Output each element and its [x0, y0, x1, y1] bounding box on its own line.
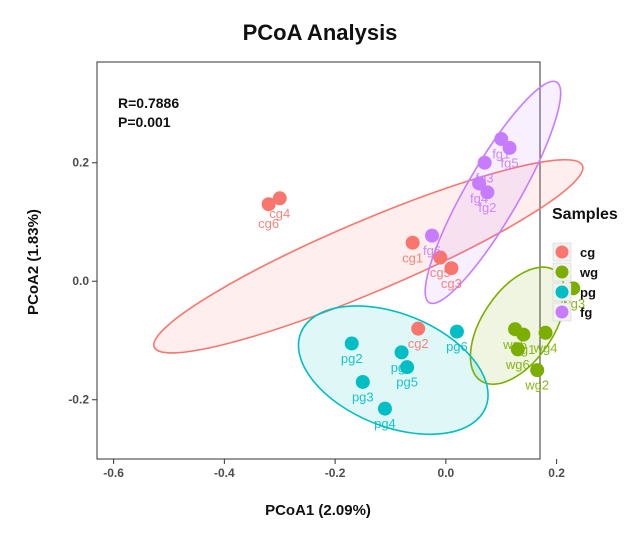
label-cg6: cg6	[258, 216, 279, 231]
label-pg3: pg3	[352, 390, 374, 405]
legend-title: Samples	[552, 206, 618, 223]
point-pg5	[400, 360, 415, 375]
point-cg4	[272, 191, 287, 206]
point-wg6	[510, 342, 525, 357]
label-cg4: cg4	[269, 206, 290, 221]
plot-panel-border	[96, 61, 541, 460]
label-fg3: fg3	[476, 170, 494, 185]
legend: Samples cg wg pg fg	[552, 206, 618, 322]
label-fg1: fg1	[492, 147, 510, 162]
point-cg3	[444, 261, 459, 276]
x-tick-label: -0.6	[103, 466, 124, 480]
y-axis-label: PCoA2 (1.83%)	[25, 209, 42, 315]
point-fg1	[494, 132, 509, 147]
label-cg1: cg1	[402, 250, 423, 265]
legend-marker-cg	[555, 245, 569, 259]
point-pg3	[355, 374, 370, 389]
label-fg5: fg5	[501, 155, 519, 170]
x-tick-label: 0.0	[438, 466, 455, 480]
legend-label-cg: cg	[580, 245, 595, 260]
legend-label-pg: pg	[580, 285, 596, 300]
point-pg6	[449, 324, 464, 339]
label-pg5: pg5	[396, 375, 418, 390]
y-tick-label: 0.0	[72, 274, 89, 288]
label-wg6: wg6	[505, 357, 530, 372]
point-wg1	[516, 327, 531, 342]
ellipse-pg	[297, 305, 489, 436]
x-tick-label: -0.2	[325, 466, 346, 480]
point-cg1	[405, 235, 420, 250]
x-tick-label: -0.4	[214, 466, 235, 480]
ellipse-cg	[153, 158, 584, 354]
point-wg4	[538, 325, 553, 340]
point-fg3	[477, 155, 492, 170]
chart-title: PCoA Analysis	[243, 20, 398, 45]
point-cg6	[261, 197, 276, 212]
x-tick-label: 0.2	[548, 466, 565, 480]
label-fg4: fg4	[470, 191, 488, 206]
sample-points	[261, 132, 581, 416]
point-pg2	[344, 336, 359, 351]
label-fg2: fg2	[478, 200, 496, 215]
legend-label-fg: fg	[580, 305, 592, 320]
stat-r-text: R=0.7886	[118, 95, 179, 111]
label-pg2: pg2	[341, 351, 363, 366]
label-cg3: cg3	[441, 276, 462, 291]
label-wg1: wg1	[510, 342, 535, 357]
point-cg5	[433, 250, 448, 265]
label-wg4: wg4	[533, 340, 558, 355]
label-wg2: wg2	[524, 378, 549, 393]
legend-marker-fg	[555, 305, 569, 319]
y-tick-label: 0.2	[72, 156, 89, 170]
point-fg5	[502, 140, 517, 155]
point-pg1	[394, 345, 409, 360]
point-cg2	[411, 321, 426, 336]
point-fg6	[425, 228, 440, 243]
point-pg4	[377, 401, 392, 416]
legend-label-wg: wg	[579, 265, 598, 280]
legend-items: cg wg pg fg	[552, 242, 598, 322]
label-cg2: cg2	[408, 336, 429, 351]
label-fg6: fg6	[423, 243, 441, 258]
label-pg1: pg1	[391, 360, 413, 375]
point-fg4	[472, 176, 487, 191]
x-axis-ticks: -0.6 -0.4 -0.2 0.0 0.2	[103, 459, 565, 480]
point-fg2	[480, 185, 495, 200]
point-wg2	[530, 363, 545, 378]
y-tick-label: -0.2	[68, 393, 89, 407]
label-cg5: cg5	[430, 265, 451, 280]
label-pg4: pg4	[374, 416, 396, 431]
legend-marker-pg	[555, 285, 569, 299]
y-axis-ticks: -0.2 0.0 0.2	[68, 156, 97, 407]
label-wg5: wg5	[502, 337, 527, 352]
stat-p-text: P=0.001	[118, 114, 171, 130]
legend-marker-wg	[555, 265, 569, 279]
label-pg6: pg6	[446, 339, 468, 354]
x-axis-label: PCoA1 (2.09%)	[265, 502, 371, 519]
